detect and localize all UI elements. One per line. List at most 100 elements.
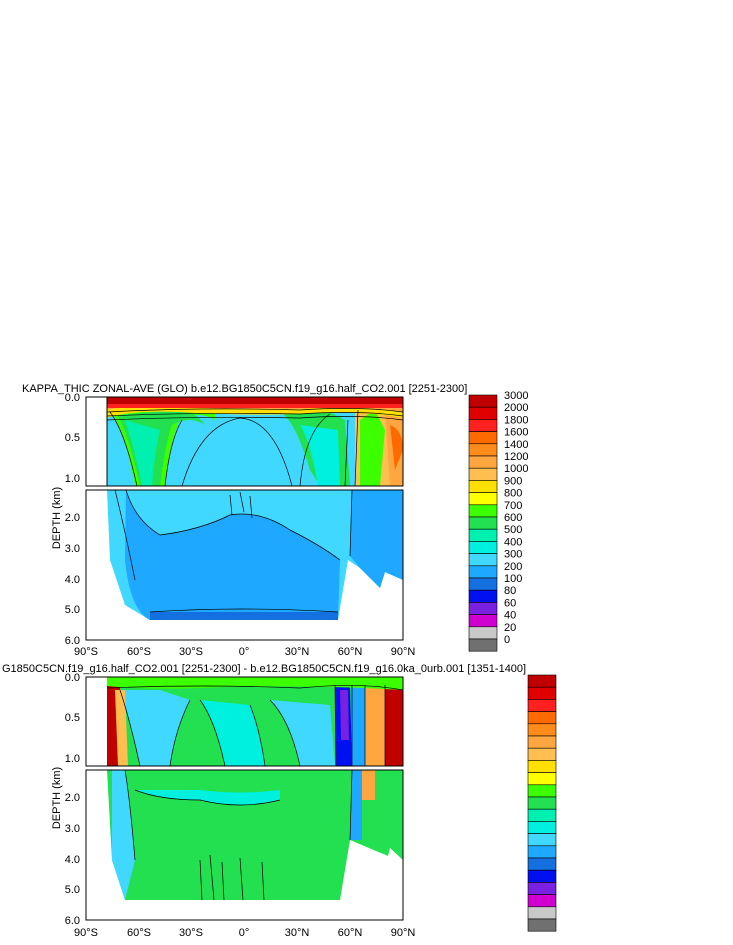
colorbar-swatch bbox=[527, 808, 557, 822]
colorbar-swatch bbox=[468, 492, 498, 506]
colorbar-swatch bbox=[468, 480, 498, 493]
colorbar-swatch bbox=[527, 845, 557, 859]
y-tick: 4.0 bbox=[65, 854, 80, 866]
colorbar-swatch bbox=[468, 589, 498, 603]
panel-2-title: G1850C5CN.f19_g16.half_CO2.001 [2251-230… bbox=[2, 663, 526, 675]
colorbar-swatch bbox=[527, 906, 557, 920]
x-tick: 30°N bbox=[285, 646, 310, 658]
panel-2-colorbar bbox=[527, 674, 557, 932]
x-tick: 60°N bbox=[338, 927, 363, 939]
colorbar-swatch bbox=[468, 626, 498, 640]
colorbar-swatch bbox=[468, 541, 498, 554]
colorbar-swatch bbox=[468, 516, 498, 530]
colorbar-swatch bbox=[527, 857, 557, 871]
colorbar-label: 600 bbox=[504, 512, 522, 524]
colorbar-swatch bbox=[527, 869, 557, 883]
x-tick: 60°N bbox=[338, 646, 363, 658]
panel-2-lower-frame bbox=[85, 769, 404, 921]
x-tick: 60°S bbox=[127, 646, 151, 658]
panel-1-xticks: 90°S 60°S 30°S 0° 30°N 60°N 90°N bbox=[74, 646, 415, 658]
panel-2-upper-field bbox=[86, 677, 403, 766]
y-tick: 3.0 bbox=[65, 823, 80, 835]
colorbar-swatch bbox=[468, 455, 498, 469]
colorbar-swatch bbox=[468, 443, 498, 457]
colorbar-label: 3000 bbox=[504, 390, 528, 402]
x-tick: 30°S bbox=[179, 927, 203, 939]
colorbar-swatch bbox=[468, 394, 498, 408]
colorbar-swatch bbox=[468, 553, 498, 567]
y-tick: 1.0 bbox=[65, 473, 80, 485]
panel-2-xticks: 90°S 60°S 30°S 0° 30°N 60°N 90°N bbox=[74, 927, 415, 939]
colorbar-label: 1000 bbox=[504, 463, 528, 475]
y-tick: 5.0 bbox=[65, 884, 80, 896]
y-tick: 6.0 bbox=[65, 915, 80, 927]
panel-1-upper-field bbox=[86, 397, 403, 486]
y-tick: 0.0 bbox=[65, 392, 80, 404]
panel-1-yticks: 0.0 0.5 1.0 2.0 3.0 4.0 5.0 6.0 bbox=[65, 392, 80, 647]
colorbar-label: 60 bbox=[504, 597, 516, 609]
x-tick: 90°S bbox=[74, 927, 98, 939]
colorbar-label: 900 bbox=[504, 475, 522, 487]
colorbar-swatch bbox=[527, 784, 557, 798]
panel-2-ylabel: DEPTH (km) bbox=[51, 767, 63, 829]
colorbar-swatch bbox=[468, 602, 498, 615]
colorbar-swatch bbox=[527, 686, 557, 700]
colorbar-swatch bbox=[468, 419, 498, 432]
y-tick: 3.0 bbox=[65, 543, 80, 555]
panel-2: G1850C5CN.f19_g16.half_CO2.001 [2251-230… bbox=[2, 663, 557, 939]
colorbar-label: 200 bbox=[504, 561, 522, 573]
colorbar-swatch bbox=[468, 504, 498, 518]
colorbar-swatch bbox=[527, 699, 557, 712]
colorbar-swatch bbox=[468, 406, 498, 420]
colorbar-swatch bbox=[468, 614, 498, 628]
colorbar-swatch bbox=[468, 528, 498, 542]
panel-1: KAPPA_THIC ZONAL-AVE (GLO) b.e12.BG1850C… bbox=[22, 383, 528, 658]
y-tick: 6.0 bbox=[65, 635, 80, 647]
colorbar-swatch bbox=[468, 565, 498, 579]
colorbar-label: 2000 bbox=[504, 402, 528, 414]
y-tick: 2.0 bbox=[65, 512, 80, 524]
colorbar-swatch bbox=[527, 772, 557, 786]
y-tick: 2.0 bbox=[65, 792, 80, 804]
panel-2-lower-field bbox=[86, 770, 403, 920]
x-tick: 30°S bbox=[179, 646, 203, 658]
colorbar-swatch bbox=[468, 467, 498, 481]
colorbar-label: 800 bbox=[504, 488, 522, 500]
y-tick: 0.0 bbox=[65, 672, 80, 684]
y-tick: 1.0 bbox=[65, 753, 80, 765]
colorbar-label: 400 bbox=[504, 536, 522, 548]
colorbar-swatch bbox=[527, 882, 557, 895]
colorbar-swatch bbox=[527, 833, 557, 847]
colorbar-label: 500 bbox=[504, 524, 522, 536]
panel-1-lower-frame bbox=[85, 489, 404, 641]
colorbar-label: 40 bbox=[504, 610, 516, 622]
panel-1-colorbar: 3000200018001600140012001000900800700600… bbox=[468, 390, 528, 652]
x-tick: 60°S bbox=[127, 927, 151, 939]
colorbar-label: 80 bbox=[504, 585, 516, 597]
colorbar-label: 100 bbox=[504, 573, 522, 585]
colorbar-label: 0 bbox=[504, 634, 510, 646]
panel-1-upper-frame bbox=[85, 396, 404, 487]
x-tick: 90°N bbox=[391, 927, 416, 939]
y-tick: 5.0 bbox=[65, 604, 80, 616]
colorbar-label: 1400 bbox=[504, 439, 528, 451]
colorbar-swatch bbox=[527, 760, 557, 773]
colorbar-swatch bbox=[527, 723, 557, 737]
x-tick: 0° bbox=[239, 927, 250, 939]
panel-2-yticks: 0.0 0.5 1.0 2.0 3.0 4.0 5.0 6.0 bbox=[65, 672, 80, 927]
colorbar-swatch bbox=[527, 735, 557, 749]
colorbar-swatch bbox=[527, 747, 557, 761]
panel-2-upper-frame bbox=[85, 676, 404, 767]
colorbar-swatch bbox=[527, 821, 557, 834]
x-tick: 0° bbox=[239, 646, 250, 658]
y-tick: 0.5 bbox=[65, 432, 80, 444]
colorbar-swatch bbox=[468, 638, 498, 652]
colorbar-label: 1200 bbox=[504, 451, 528, 463]
colorbar-label: 1600 bbox=[504, 427, 528, 439]
colorbar-swatch bbox=[527, 674, 557, 688]
x-tick: 30°N bbox=[285, 927, 310, 939]
colorbar-swatch bbox=[527, 918, 557, 932]
y-tick: 0.5 bbox=[65, 712, 80, 724]
panel-1-ylabel: DEPTH (km) bbox=[51, 487, 63, 549]
